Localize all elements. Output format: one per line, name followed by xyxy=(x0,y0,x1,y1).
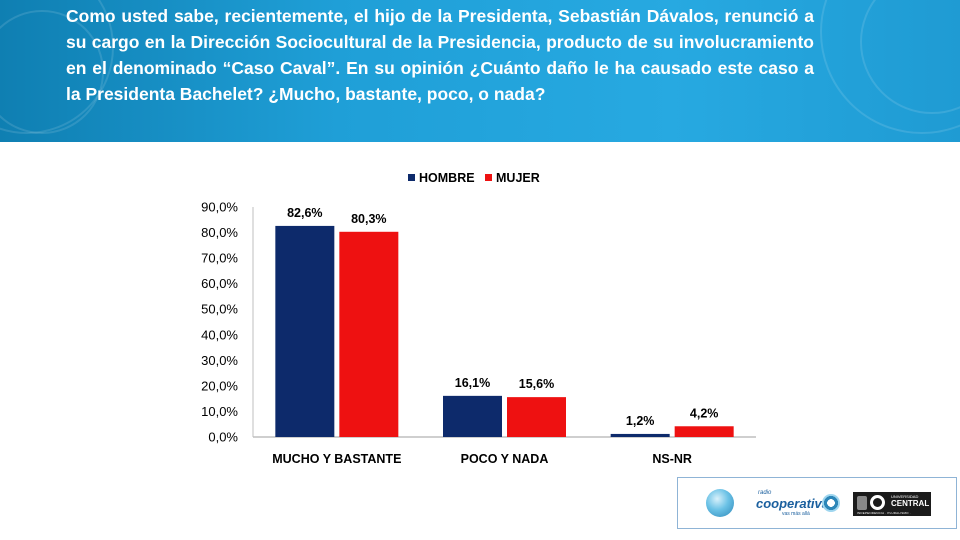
data-label: 15,6% xyxy=(519,377,554,391)
y-tick-label: 50,0% xyxy=(201,302,238,317)
data-label: 82,6% xyxy=(287,206,322,220)
data-label: 4,2% xyxy=(690,406,719,420)
question-text: Como usted sabe, recientemente, el hijo … xyxy=(66,6,814,104)
y-tick-label: 40,0% xyxy=(201,327,238,342)
y-tick-label: 60,0% xyxy=(201,276,238,291)
y-tick-label: 10,0% xyxy=(201,404,238,419)
universidad-central-logo: UNIVERSIDAD CENTRAL INDEPENDENCIA · PLUR… xyxy=(853,492,931,519)
data-label: 16,1% xyxy=(455,376,490,390)
globe-logo-icon xyxy=(706,489,734,517)
bar-mujer xyxy=(507,397,566,437)
y-tick-label: 70,0% xyxy=(201,251,238,266)
background-swirl xyxy=(0,10,104,134)
legend-swatch xyxy=(485,174,492,181)
bar-hombre xyxy=(275,225,335,437)
category-label: NS-NR xyxy=(652,452,692,466)
ucentral-circle-icon xyxy=(870,495,885,510)
cooperativa-logo-tagline: vas más allá xyxy=(782,511,810,517)
ucentral-logo-tagline: INDEPENDENCIA · PLURALISMO · COMPROMISO xyxy=(857,511,911,519)
y-tick-label: 90,0% xyxy=(201,200,238,215)
cooperativa-logo: radio cooperativa vas más allá xyxy=(756,490,846,518)
category-label: POCO Y NADA xyxy=(461,452,549,466)
bar-hombre xyxy=(443,395,502,437)
ucentral-logo-name: CENTRAL xyxy=(891,499,930,508)
cooperativa-logo-small-text: radio xyxy=(758,490,772,496)
y-tick-label: 0,0% xyxy=(208,430,238,445)
bar-mujer xyxy=(339,231,399,437)
cooperativa-swirl-icon xyxy=(822,494,840,512)
header-banner: Como usted sabe, recientemente, el hijo … xyxy=(0,0,960,142)
data-label: 1,2% xyxy=(626,414,655,428)
ucentral-mark-icon xyxy=(857,496,867,510)
data-label: 80,3% xyxy=(351,212,386,226)
y-tick-label: 30,0% xyxy=(201,353,238,368)
bar-mujer xyxy=(674,426,734,437)
bar-hombre xyxy=(610,433,670,437)
cooperativa-logo-name: cooperativa xyxy=(756,496,829,511)
y-tick-label: 80,0% xyxy=(201,225,238,240)
legend-label: MUJER xyxy=(496,171,540,185)
ucentral-logo-top: UNIVERSIDAD xyxy=(891,494,919,499)
logo-box: radio cooperativa vas más allá UNIVERSID… xyxy=(677,477,957,529)
chart-area: 0,0% 10,0% 20,0% 30,0% 40,0% 50,0% 60,0% 70,0% 8… xyxy=(0,142,960,540)
category-label: MUCHO Y BASTANTE xyxy=(272,452,401,466)
y-tick-label: 20,0% xyxy=(201,378,238,393)
legend-label: HOMBRE xyxy=(419,171,475,185)
bar-chart: 0,0% 10,0% 20,0% 30,0% 40,0% 50,0% 60,0% 70,0% 8… xyxy=(201,171,756,466)
legend-swatch xyxy=(408,174,415,181)
